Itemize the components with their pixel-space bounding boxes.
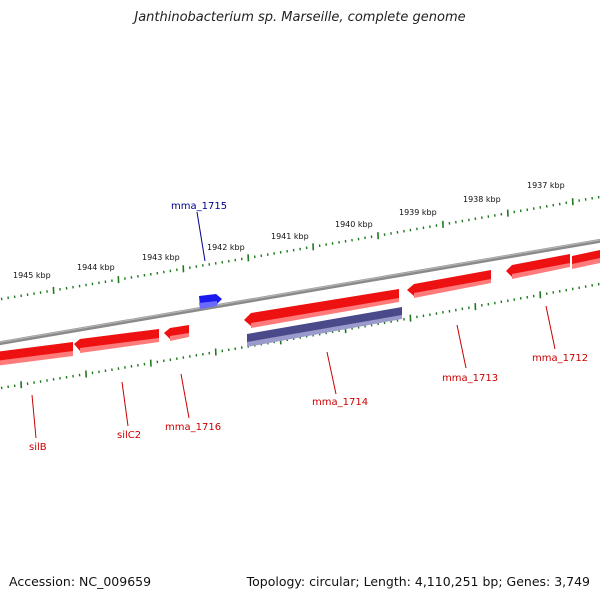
- gene-labels: mma_1715 silB silC2 mma_1716 mma_1714 mm…: [29, 201, 588, 453]
- scale-label-1937: 1937 kbp: [527, 181, 565, 190]
- gene-mma-1712-arrow[interactable]: [506, 249, 600, 279]
- gene-mma-1716-arrow[interactable]: [164, 325, 189, 341]
- gene-silB-arrow[interactable]: [0, 342, 73, 366]
- scale-label-1944: 1944 kbp: [77, 263, 115, 272]
- accession-text: Accession: NC_009659: [9, 574, 152, 589]
- scale-label-1940: 1940 kbp: [335, 220, 373, 229]
- scale-label-1945: 1945 kbp: [13, 271, 51, 280]
- label-mma-1716[interactable]: mma_1716: [165, 422, 221, 433]
- label-mma-1715[interactable]: mma_1715: [171, 201, 227, 212]
- scale-label-1941: 1941 kbp: [271, 232, 309, 241]
- genome-backbone: [0, 238, 600, 346]
- gene-mma-1714-arrow[interactable]: [244, 289, 399, 328]
- label-silB[interactable]: silB: [29, 442, 47, 453]
- genome-summary-text: Topology: circular; Length: 4,110,251 bp…: [246, 574, 590, 589]
- scale-label-1939: 1939 kbp: [399, 208, 437, 217]
- scale-label-1943: 1943 kbp: [142, 253, 180, 262]
- map-title: Janthinobacterium sp. Marseille, complet…: [134, 10, 466, 25]
- gene-silC2-arrow[interactable]: [74, 329, 159, 353]
- gene-mma-1714-protein-arrow[interactable]: [247, 307, 402, 347]
- outer-tick-ring: [0, 195, 600, 301]
- label-silC2[interactable]: silC2: [117, 430, 141, 441]
- scale-label-1938: 1938 kbp: [463, 195, 501, 204]
- inner-tick-ring: [0, 282, 600, 390]
- scale-label-1942: 1942 kbp: [207, 243, 245, 252]
- scale-labels: 1945 kbp 1944 kbp 1943 kbp 1942 kbp 1941…: [13, 181, 565, 280]
- gene-mma-1715-arrow[interactable]: [199, 294, 222, 309]
- label-mma-1713[interactable]: mma_1713: [442, 373, 498, 384]
- label-mma-1714[interactable]: mma_1714: [312, 397, 368, 408]
- leader-lines: [31, 211, 556, 439]
- gene-mma-1713-arrow[interactable]: [407, 270, 491, 298]
- label-mma-1712[interactable]: mma_1712: [532, 353, 588, 364]
